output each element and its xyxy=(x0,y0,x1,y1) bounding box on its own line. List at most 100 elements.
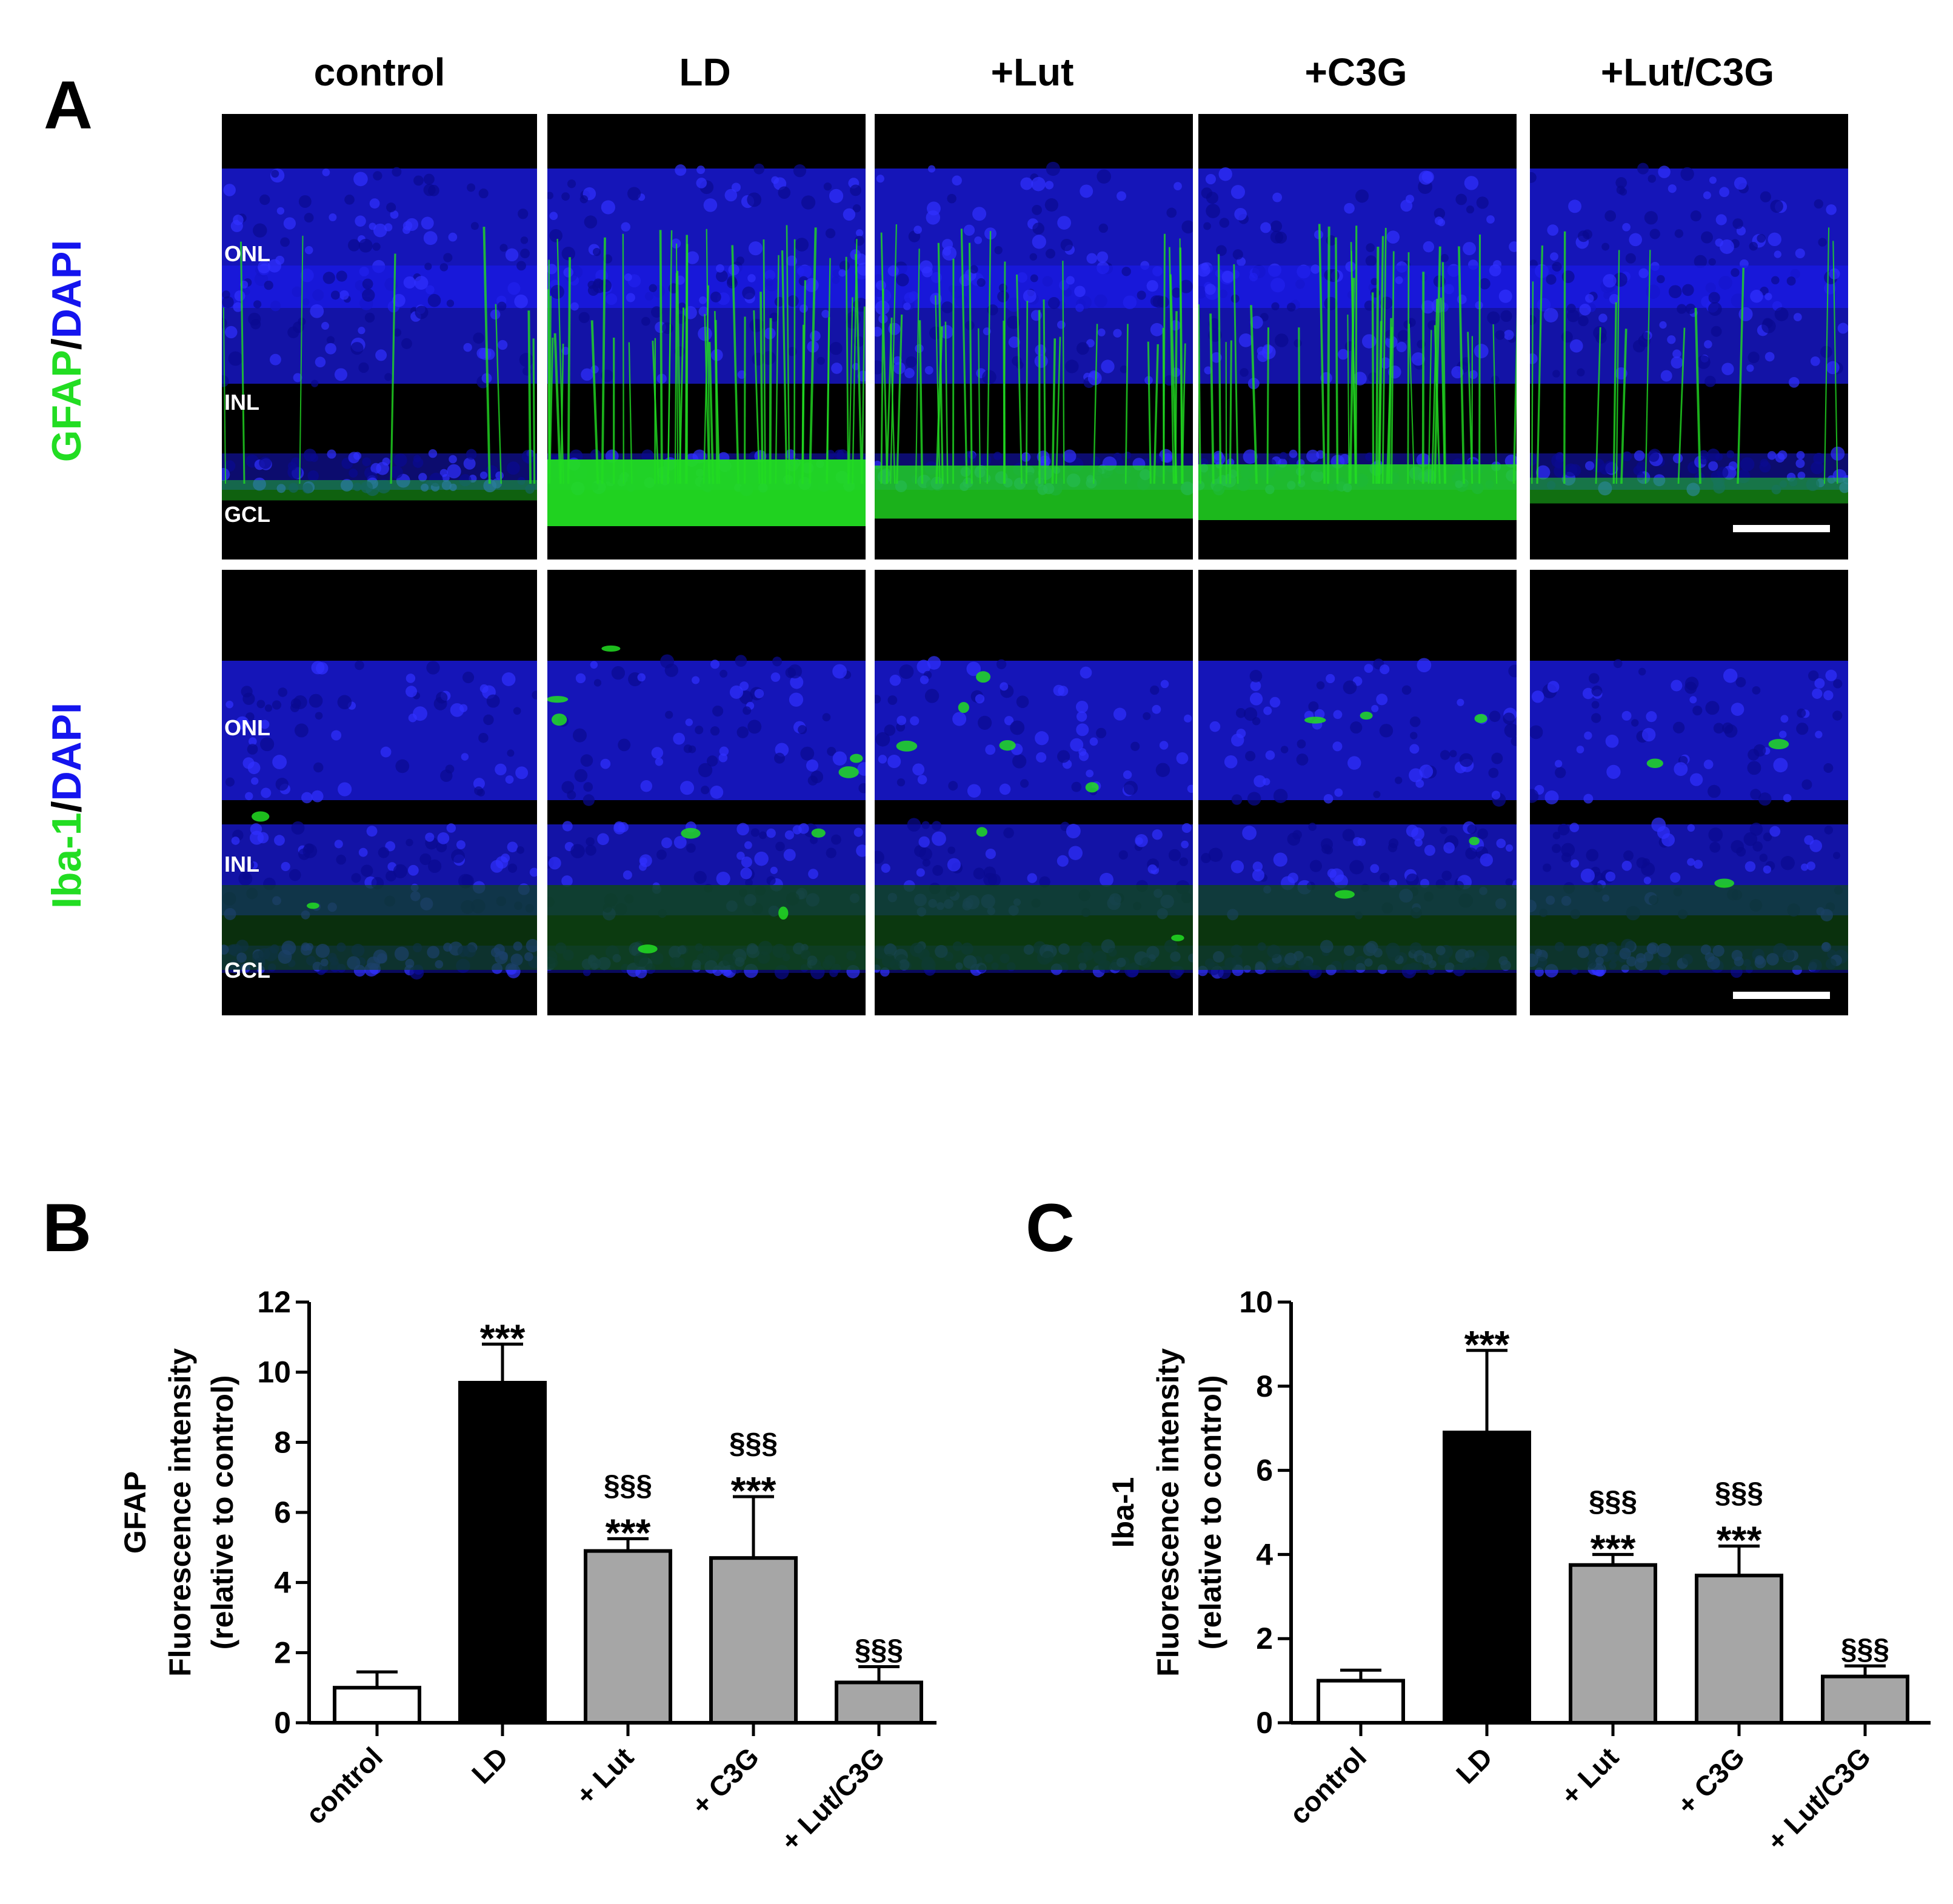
nucleus xyxy=(1271,302,1280,310)
nucleus xyxy=(428,449,438,458)
nucleus xyxy=(1265,750,1275,760)
nucleus xyxy=(1589,673,1600,684)
nucleus xyxy=(339,290,349,300)
nucleus xyxy=(1321,844,1331,854)
nucleus xyxy=(311,790,324,803)
nucleus xyxy=(1030,274,1038,282)
nucleus xyxy=(231,837,240,845)
nucleus xyxy=(641,449,654,462)
nucleus xyxy=(1187,784,1193,793)
nucleus xyxy=(1120,365,1128,373)
nucleus xyxy=(235,716,249,730)
nucleus xyxy=(429,472,443,487)
nucleus xyxy=(639,854,652,867)
nucleus xyxy=(1417,658,1432,673)
nucleus xyxy=(1353,837,1362,846)
nucleus xyxy=(1760,191,1771,202)
nucleus xyxy=(999,783,1011,795)
nucleus xyxy=(1660,370,1672,382)
nucleus xyxy=(1032,235,1046,249)
nucleus xyxy=(916,868,925,877)
nucleus xyxy=(402,225,411,234)
nucleus xyxy=(1160,680,1169,689)
nucleus xyxy=(1345,261,1356,272)
nucleus xyxy=(710,726,720,736)
nucleus xyxy=(461,753,469,761)
micrograph-image xyxy=(1198,167,1517,520)
nucleus xyxy=(1547,224,1559,236)
nucleus xyxy=(287,326,299,338)
nucleus xyxy=(772,656,783,667)
nucleus xyxy=(361,864,373,877)
nucleus xyxy=(1511,736,1517,746)
nucleus xyxy=(1370,278,1378,286)
chart-b-gfap: GFAP Fluorescence intensity (relative to c… xyxy=(118,1285,936,1857)
nucleus xyxy=(947,193,956,204)
nucleus xyxy=(978,715,992,730)
nucleus xyxy=(570,844,585,858)
nucleus xyxy=(829,342,843,355)
nucleus xyxy=(462,671,475,684)
nucleus xyxy=(358,362,369,373)
nucleus xyxy=(1715,214,1727,225)
nucleus xyxy=(673,732,686,745)
nucleus xyxy=(1706,449,1720,462)
nucleus xyxy=(1638,667,1646,676)
nucleus xyxy=(947,858,961,872)
nucleus xyxy=(1020,177,1033,190)
nucleus xyxy=(1181,220,1193,234)
nucleus xyxy=(1503,330,1514,340)
nucleus xyxy=(1752,841,1763,852)
nucleus xyxy=(548,857,561,870)
nucleus xyxy=(878,755,887,764)
microglia-cell xyxy=(838,766,859,778)
nucleus xyxy=(497,301,507,311)
y-axis-label-line: GFAP xyxy=(118,1471,152,1554)
nucleus xyxy=(461,874,474,887)
nucleus xyxy=(529,867,537,877)
nucleus xyxy=(592,279,606,293)
nucleus xyxy=(1076,342,1089,355)
chart-c-iba1: Iba-1 Fluorescence intensity (relative to … xyxy=(1106,1285,1931,1857)
nucleus xyxy=(1243,449,1258,464)
nucleus xyxy=(1469,370,1478,379)
muller-fiber xyxy=(1421,272,1425,484)
nucleus xyxy=(974,236,983,244)
nucleus xyxy=(1203,222,1211,230)
microglia-cell xyxy=(976,827,987,837)
bar xyxy=(1821,1674,1909,1725)
y-axis-label-line: Fluorescence intensity xyxy=(163,1348,197,1677)
nucleus xyxy=(790,675,804,689)
nucleus xyxy=(1297,739,1306,749)
nucleus xyxy=(1143,712,1151,720)
nucleus xyxy=(770,866,778,874)
micrograph-image xyxy=(222,167,537,501)
nucleus xyxy=(1508,664,1517,678)
nucleus xyxy=(301,792,313,804)
nucleus xyxy=(1080,184,1093,198)
nucleus xyxy=(353,483,362,492)
muller-fiber xyxy=(1644,250,1651,484)
nucleus xyxy=(1621,710,1632,721)
muller-fiber xyxy=(1563,231,1566,484)
nucleus xyxy=(437,832,450,844)
muller-fiber xyxy=(880,232,889,484)
significance-sections: §§§ xyxy=(1589,1485,1637,1517)
muller-fiber xyxy=(1355,225,1358,484)
nucleus xyxy=(1179,857,1188,866)
nucleus xyxy=(574,769,588,783)
nucleus xyxy=(425,832,435,842)
nucleus xyxy=(1464,176,1479,190)
nucleus xyxy=(736,852,745,860)
nucleus xyxy=(419,853,432,866)
nucleus xyxy=(1577,230,1589,242)
nucleus xyxy=(1366,243,1375,252)
nucleus xyxy=(1661,833,1675,847)
nucleus xyxy=(1603,274,1617,288)
y-tick-label: 2 xyxy=(274,1635,291,1669)
nucleus xyxy=(1767,451,1777,460)
muller-fiber xyxy=(1434,246,1441,484)
nucleus xyxy=(1496,838,1506,849)
nucleus xyxy=(459,474,472,487)
muller-fiber xyxy=(1298,327,1301,484)
